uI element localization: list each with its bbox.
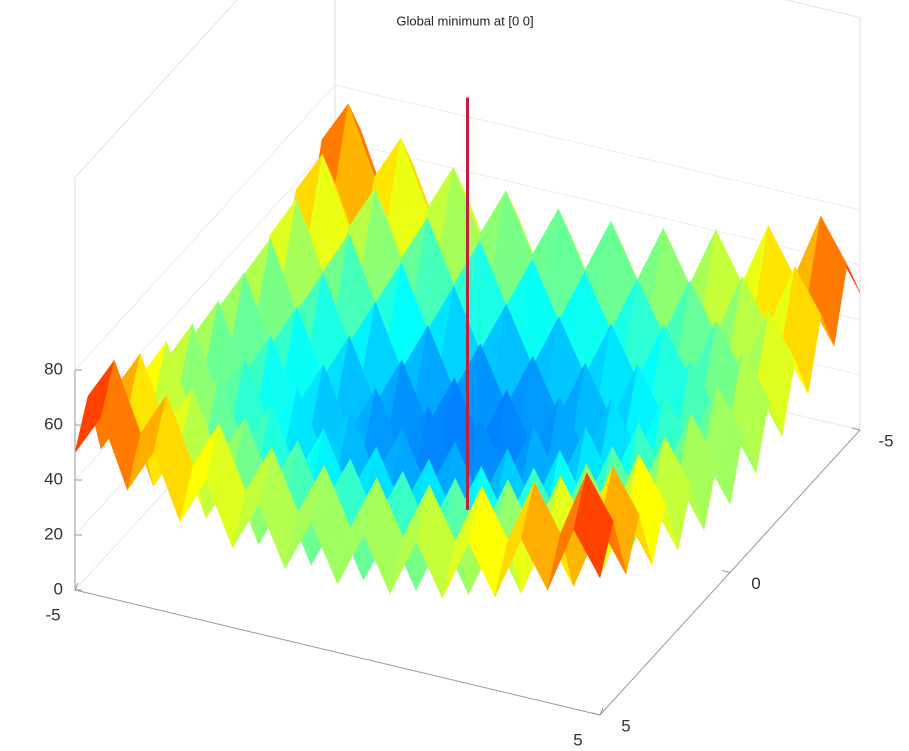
y-tick bbox=[722, 571, 730, 573]
y-tick-label: 5 bbox=[621, 716, 630, 735]
chart-title: Global minimum at [0 0] bbox=[396, 13, 533, 28]
z-tick-label: 40 bbox=[44, 469, 63, 488]
z-tick-label: 60 bbox=[44, 414, 63, 433]
z-tick-label: 80 bbox=[44, 359, 63, 378]
y-tick-label: -5 bbox=[878, 431, 893, 450]
x-tick-label: 5 bbox=[573, 730, 582, 749]
chart: Global minimum at [0 0] 0 20 40 60 80 -5 5 -5 0 5 bbox=[0, 0, 909, 751]
x-axis bbox=[75, 590, 600, 715]
y-tick-label: 0 bbox=[751, 574, 760, 593]
z-tick-label: 20 bbox=[44, 524, 63, 543]
x-tick-label: -5 bbox=[45, 605, 60, 624]
z-tick-label: 0 bbox=[54, 579, 63, 598]
y-tick bbox=[852, 428, 860, 430]
y-tick bbox=[592, 713, 600, 715]
